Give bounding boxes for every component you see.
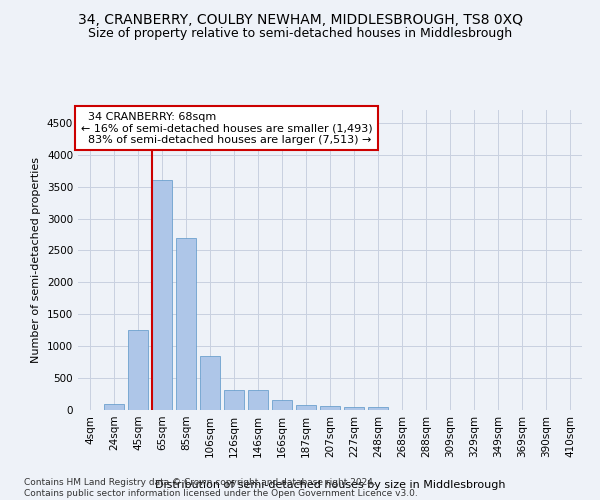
Bar: [320, 406, 340, 410]
Bar: [344, 407, 364, 410]
Y-axis label: Number of semi-detached properties: Number of semi-detached properties: [31, 157, 41, 363]
Bar: [200, 356, 220, 410]
Text: 34 CRANBERRY: 68sqm
← 16% of semi-detached houses are smaller (1,493)
  83% of s: 34 CRANBERRY: 68sqm ← 16% of semi-detach…: [80, 112, 372, 144]
Bar: [152, 180, 172, 410]
Bar: [248, 390, 268, 410]
Bar: [296, 405, 316, 410]
Text: 34, CRANBERRY, COULBY NEWHAM, MIDDLESBROUGH, TS8 0XQ: 34, CRANBERRY, COULBY NEWHAM, MIDDLESBRO…: [77, 12, 523, 26]
Bar: [128, 330, 148, 410]
Text: Distribution of semi-detached houses by size in Middlesbrough: Distribution of semi-detached houses by …: [155, 480, 505, 490]
Bar: [368, 408, 388, 410]
Bar: [224, 390, 244, 410]
Bar: [176, 238, 196, 410]
Text: Contains HM Land Registry data © Crown copyright and database right 2024.
Contai: Contains HM Land Registry data © Crown c…: [24, 478, 418, 498]
Bar: [272, 400, 292, 410]
Bar: [104, 404, 124, 410]
Text: Size of property relative to semi-detached houses in Middlesbrough: Size of property relative to semi-detach…: [88, 28, 512, 40]
